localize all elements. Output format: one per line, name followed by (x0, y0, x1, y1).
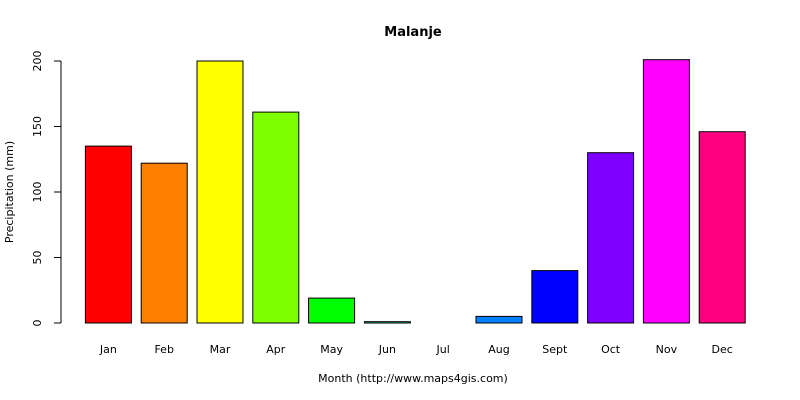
bar-mar (196, 60, 244, 324)
y-tick-label: 150 (31, 116, 44, 137)
x-tick-label: May (320, 343, 343, 356)
bar-sept (531, 270, 579, 324)
y-axis: 0 50 100 150 200 (31, 51, 62, 327)
y-tick-label: 0 (31, 320, 44, 327)
x-axis-label: Month (http://www.maps4gis.com) (318, 372, 508, 385)
bar-jan (84, 145, 132, 324)
x-tick-label: Jan (99, 343, 117, 356)
x-tick-label: Feb (154, 343, 173, 356)
x-tick-label: Aug (488, 343, 509, 356)
bar-aug (475, 315, 523, 324)
x-tick-label: Mar (210, 343, 231, 356)
bar-may (308, 297, 356, 324)
y-tick-label: 200 (31, 51, 44, 72)
bar-nov (642, 59, 690, 324)
bars (84, 59, 746, 324)
x-tick-label: Jul (436, 343, 450, 356)
bar-oct (587, 152, 635, 324)
chart-title: Malanje (384, 25, 442, 40)
x-tick-labels: Jan Feb Mar Apr May Jun Jul Aug Sept Oct Nov Dec (99, 343, 733, 356)
bar-jun (363, 321, 411, 324)
y-tick-label: 50 (31, 251, 44, 265)
x-tick-label: Nov (656, 343, 678, 356)
bar-dec (698, 131, 746, 324)
x-tick-label: Dec (712, 343, 733, 356)
y-axis-label: Precipitation (mm) (3, 141, 16, 243)
x-tick-label: Jun (378, 343, 396, 356)
x-tick-label: Sept (542, 343, 568, 356)
bar-feb (140, 162, 188, 324)
bar-apr (252, 111, 300, 324)
x-tick-label: Oct (601, 343, 621, 356)
y-tick-label: 100 (31, 182, 44, 203)
x-tick-label: Apr (266, 343, 286, 356)
